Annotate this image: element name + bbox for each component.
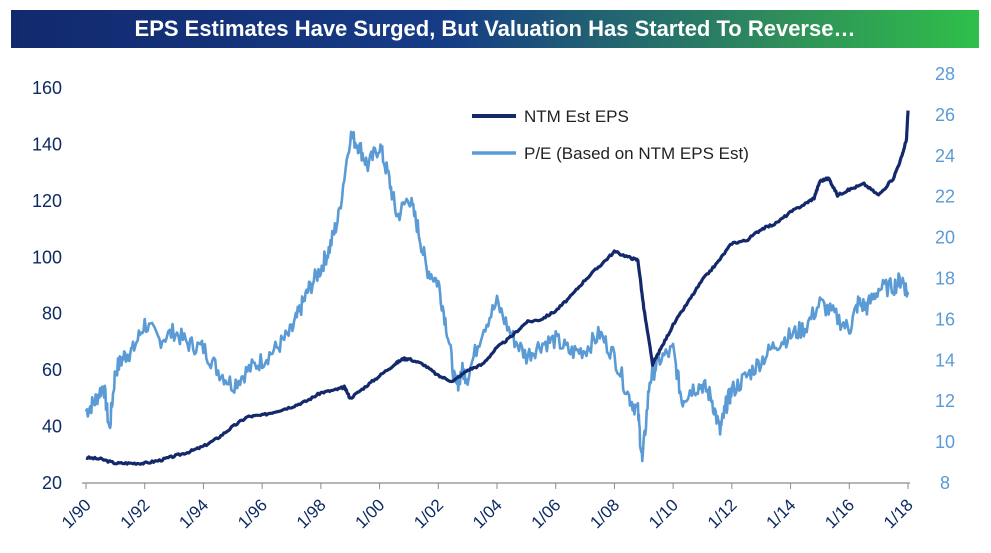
right-tick-label: 24 [935, 146, 955, 166]
right-tick-label: 8 [940, 473, 950, 493]
left-tick-label: 160 [32, 78, 62, 98]
left-tick-label: 60 [42, 360, 62, 380]
x-tick-label: 1/98 [293, 495, 330, 532]
left-tick-label: 120 [32, 191, 62, 211]
x-tick-label: 1/92 [117, 495, 154, 532]
x-tick-label: 1/16 [821, 495, 858, 532]
left-axis-ticks: 20 40 60 80 100 120 140 160 [32, 78, 62, 493]
legend-label-eps: NTM Est EPS [524, 107, 629, 126]
right-tick-label: 28 [935, 64, 955, 84]
left-tick-label: 140 [32, 134, 62, 154]
eps-series-line [85, 110, 910, 466]
x-tick-label: 1/18 [880, 495, 917, 532]
x-tick-label: 1/94 [175, 495, 212, 532]
left-tick-label: 20 [42, 473, 62, 493]
right-tick-label: 20 [935, 228, 955, 248]
x-tick-label: 1/90 [58, 495, 95, 532]
x-tick-label: 1/96 [234, 495, 271, 532]
x-axis-ticks: 1/90 1/92 1/94 1/96 1/98 1/00 1/02 1/04 1/06 1/08… [58, 483, 917, 532]
x-tick-label: 1/00 [352, 495, 389, 532]
x-tick-label: 1/04 [469, 495, 506, 532]
right-tick-label: 16 [935, 309, 955, 329]
right-axis-ticks: 8 10 12 14 16 18 20 22 24 26 28 [935, 64, 955, 493]
x-tick-label: 1/08 [586, 495, 623, 532]
left-tick-label: 80 [42, 304, 62, 324]
legend: NTM Est EPS P/E (Based on NTM EPS Est) [472, 107, 749, 163]
chart-title: EPS Estimates Have Surged, But Valuation… [11, 10, 979, 48]
pe-series-line [84, 130, 910, 463]
x-tick-label: 1/10 [645, 495, 682, 532]
right-tick-label: 14 [935, 350, 955, 370]
right-tick-label: 22 [935, 187, 955, 207]
right-tick-label: 18 [935, 269, 955, 289]
left-tick-label: 40 [42, 417, 62, 437]
right-tick-label: 12 [935, 391, 955, 411]
x-tick-label: 1/06 [528, 495, 565, 532]
right-tick-label: 26 [935, 105, 955, 125]
right-tick-label: 10 [935, 432, 955, 452]
series-layer [84, 110, 910, 466]
left-tick-label: 100 [32, 247, 62, 267]
legend-label-pe: P/E (Based on NTM EPS Est) [524, 144, 749, 163]
x-tick-label: 1/02 [410, 495, 447, 532]
x-tick-label: 1/12 [704, 495, 741, 532]
x-tick-label: 1/14 [763, 495, 800, 532]
